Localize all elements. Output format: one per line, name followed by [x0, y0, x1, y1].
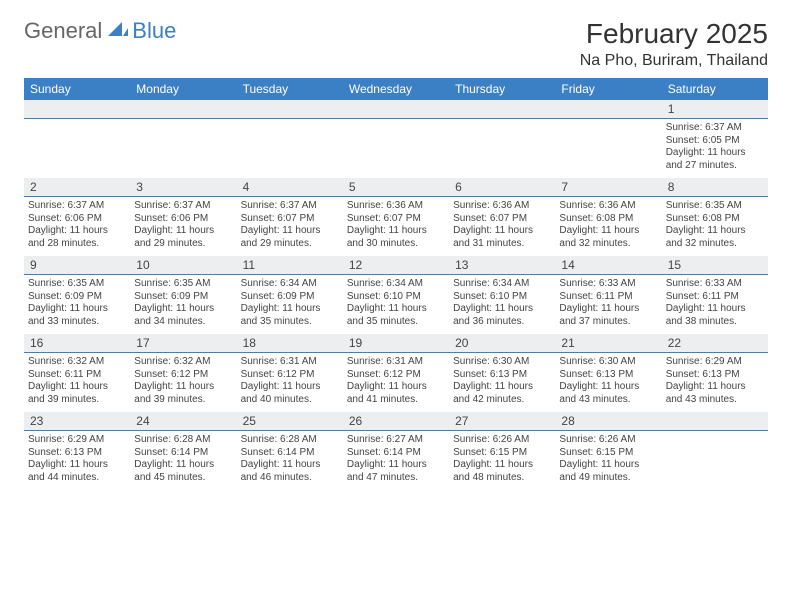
day-cell: Sunrise: 6:26 AM Sunset: 6:15 PM Dayligh…	[555, 431, 661, 491]
dayhead-mon: Monday	[130, 78, 236, 100]
day-number: 4	[237, 178, 343, 197]
day-cell: Sunrise: 6:37 AM Sunset: 6:06 PM Dayligh…	[130, 197, 236, 257]
day-number	[237, 100, 343, 119]
day-cell: Sunrise: 6:34 AM Sunset: 6:09 PM Dayligh…	[237, 275, 343, 335]
day-number: 13	[449, 256, 555, 275]
day-number: 16	[24, 334, 130, 353]
day-cell	[237, 119, 343, 179]
week-row: Sunrise: 6:35 AM Sunset: 6:09 PM Dayligh…	[24, 275, 768, 335]
day-cell	[130, 119, 236, 179]
day-cell	[662, 431, 768, 491]
day-cell: Sunrise: 6:33 AM Sunset: 6:11 PM Dayligh…	[555, 275, 661, 335]
day-number: 3	[130, 178, 236, 197]
day-cell: Sunrise: 6:36 AM Sunset: 6:07 PM Dayligh…	[343, 197, 449, 257]
dayhead-sun: Sunday	[24, 78, 130, 100]
week-row: Sunrise: 6:32 AM Sunset: 6:11 PM Dayligh…	[24, 353, 768, 413]
day-number: 17	[130, 334, 236, 353]
day-cell: Sunrise: 6:34 AM Sunset: 6:10 PM Dayligh…	[343, 275, 449, 335]
day-number: 8	[662, 178, 768, 197]
week-row: Sunrise: 6:37 AM Sunset: 6:06 PM Dayligh…	[24, 197, 768, 257]
day-number	[555, 100, 661, 119]
day-number	[662, 412, 768, 431]
daynum-row: 9101112131415	[24, 256, 768, 275]
day-number: 9	[24, 256, 130, 275]
day-number: 25	[237, 412, 343, 431]
day-cell: Sunrise: 6:27 AM Sunset: 6:14 PM Dayligh…	[343, 431, 449, 491]
day-number: 18	[237, 334, 343, 353]
day-header-row: Sunday Monday Tuesday Wednesday Thursday…	[24, 78, 768, 100]
day-number: 27	[449, 412, 555, 431]
day-cell	[555, 119, 661, 179]
calendar-table: Sunday Monday Tuesday Wednesday Thursday…	[24, 78, 768, 490]
day-cell: Sunrise: 6:37 AM Sunset: 6:05 PM Dayligh…	[662, 119, 768, 179]
day-cell: Sunrise: 6:28 AM Sunset: 6:14 PM Dayligh…	[237, 431, 343, 491]
day-number: 14	[555, 256, 661, 275]
day-cell: Sunrise: 6:29 AM Sunset: 6:13 PM Dayligh…	[662, 353, 768, 413]
day-cell: Sunrise: 6:35 AM Sunset: 6:09 PM Dayligh…	[24, 275, 130, 335]
week-row: Sunrise: 6:29 AM Sunset: 6:13 PM Dayligh…	[24, 431, 768, 491]
day-cell: Sunrise: 6:37 AM Sunset: 6:06 PM Dayligh…	[24, 197, 130, 257]
day-number: 11	[237, 256, 343, 275]
day-number: 21	[555, 334, 661, 353]
day-cell: Sunrise: 6:36 AM Sunset: 6:08 PM Dayligh…	[555, 197, 661, 257]
day-number	[24, 100, 130, 119]
day-number: 19	[343, 334, 449, 353]
logo-sail-icon	[108, 20, 128, 43]
day-number: 12	[343, 256, 449, 275]
day-cell: Sunrise: 6:33 AM Sunset: 6:11 PM Dayligh…	[662, 275, 768, 335]
day-cell	[343, 119, 449, 179]
day-cell: Sunrise: 6:30 AM Sunset: 6:13 PM Dayligh…	[555, 353, 661, 413]
header: General Blue February 2025 Na Pho, Burir…	[24, 18, 768, 70]
day-number	[130, 100, 236, 119]
day-number: 5	[343, 178, 449, 197]
day-cell: Sunrise: 6:28 AM Sunset: 6:14 PM Dayligh…	[130, 431, 236, 491]
day-cell: Sunrise: 6:26 AM Sunset: 6:15 PM Dayligh…	[449, 431, 555, 491]
day-cell: Sunrise: 6:34 AM Sunset: 6:10 PM Dayligh…	[449, 275, 555, 335]
day-number: 2	[24, 178, 130, 197]
day-cell: Sunrise: 6:32 AM Sunset: 6:11 PM Dayligh…	[24, 353, 130, 413]
daynum-row: 2345678	[24, 178, 768, 197]
day-cell: Sunrise: 6:31 AM Sunset: 6:12 PM Dayligh…	[237, 353, 343, 413]
day-number: 28	[555, 412, 661, 431]
day-number: 1	[662, 100, 768, 119]
day-number: 22	[662, 334, 768, 353]
day-number: 10	[130, 256, 236, 275]
month-title: February 2025	[580, 18, 768, 50]
daynum-row: 1	[24, 100, 768, 119]
logo-text-blue: Blue	[132, 18, 176, 44]
day-number: 24	[130, 412, 236, 431]
dayhead-sat: Saturday	[662, 78, 768, 100]
day-number	[343, 100, 449, 119]
day-cell: Sunrise: 6:29 AM Sunset: 6:13 PM Dayligh…	[24, 431, 130, 491]
day-cell: Sunrise: 6:31 AM Sunset: 6:12 PM Dayligh…	[343, 353, 449, 413]
day-cell: Sunrise: 6:35 AM Sunset: 6:09 PM Dayligh…	[130, 275, 236, 335]
day-cell: Sunrise: 6:32 AM Sunset: 6:12 PM Dayligh…	[130, 353, 236, 413]
dayhead-tue: Tuesday	[237, 78, 343, 100]
day-cell: Sunrise: 6:35 AM Sunset: 6:08 PM Dayligh…	[662, 197, 768, 257]
dayhead-wed: Wednesday	[343, 78, 449, 100]
day-number: 23	[24, 412, 130, 431]
logo: General Blue	[24, 18, 176, 44]
daynum-row: 16171819202122	[24, 334, 768, 353]
dayhead-fri: Friday	[555, 78, 661, 100]
day-cell	[24, 119, 130, 179]
day-cell: Sunrise: 6:36 AM Sunset: 6:07 PM Dayligh…	[449, 197, 555, 257]
day-number: 26	[343, 412, 449, 431]
day-number: 15	[662, 256, 768, 275]
day-number: 20	[449, 334, 555, 353]
daynum-row: 232425262728	[24, 412, 768, 431]
day-cell: Sunrise: 6:30 AM Sunset: 6:13 PM Dayligh…	[449, 353, 555, 413]
day-cell: Sunrise: 6:37 AM Sunset: 6:07 PM Dayligh…	[237, 197, 343, 257]
day-number	[449, 100, 555, 119]
day-number: 6	[449, 178, 555, 197]
day-number: 7	[555, 178, 661, 197]
title-block: February 2025 Na Pho, Buriram, Thailand	[580, 18, 768, 70]
day-cell	[449, 119, 555, 179]
logo-text-general: General	[24, 18, 102, 44]
week-row: Sunrise: 6:37 AM Sunset: 6:05 PM Dayligh…	[24, 119, 768, 179]
dayhead-thu: Thursday	[449, 78, 555, 100]
location: Na Pho, Buriram, Thailand	[580, 52, 768, 70]
